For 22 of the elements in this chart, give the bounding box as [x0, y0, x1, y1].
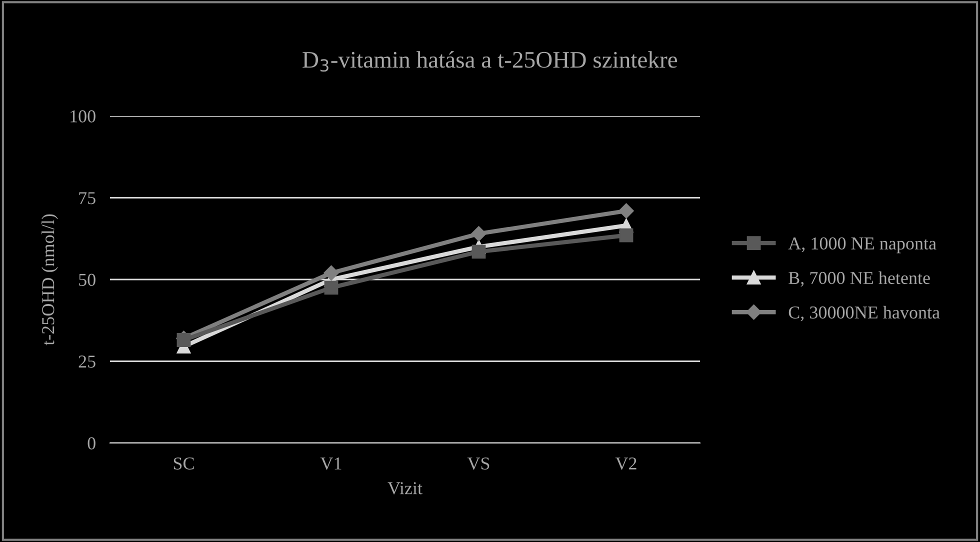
legend-label: C, 30000NE havonta [788, 306, 940, 322]
y-tick-label: 100 [70, 110, 96, 122]
x-tick-label: VS [467, 457, 490, 470]
legend-label: B, 7000 NE hetente [788, 271, 930, 287]
point [471, 226, 486, 242]
y-tick-label: 0 [88, 437, 96, 450]
x-tick-label: V2 [615, 457, 636, 470]
point [324, 265, 339, 281]
point [619, 228, 634, 242]
y-tick-label: 50 [79, 274, 96, 286]
point [324, 280, 338, 295]
chart-title: D$_{3}$-vitamin hatása a t-25OHD szintekre [302, 51, 678, 72]
x-tick-label: SC [174, 457, 194, 470]
y-tick-label: 25 [78, 356, 96, 368]
point [618, 203, 634, 218]
point [176, 333, 191, 347]
y-axis-title: t-25OHD (nmol/l) [42, 214, 58, 346]
point [472, 244, 486, 259]
x-tick-label: V1 [320, 458, 342, 470]
legend-label: A, 1000 NE naponta [788, 237, 936, 254]
x-axis-title: Vizit [388, 482, 422, 494]
y-tick-label: 75 [79, 192, 96, 204]
